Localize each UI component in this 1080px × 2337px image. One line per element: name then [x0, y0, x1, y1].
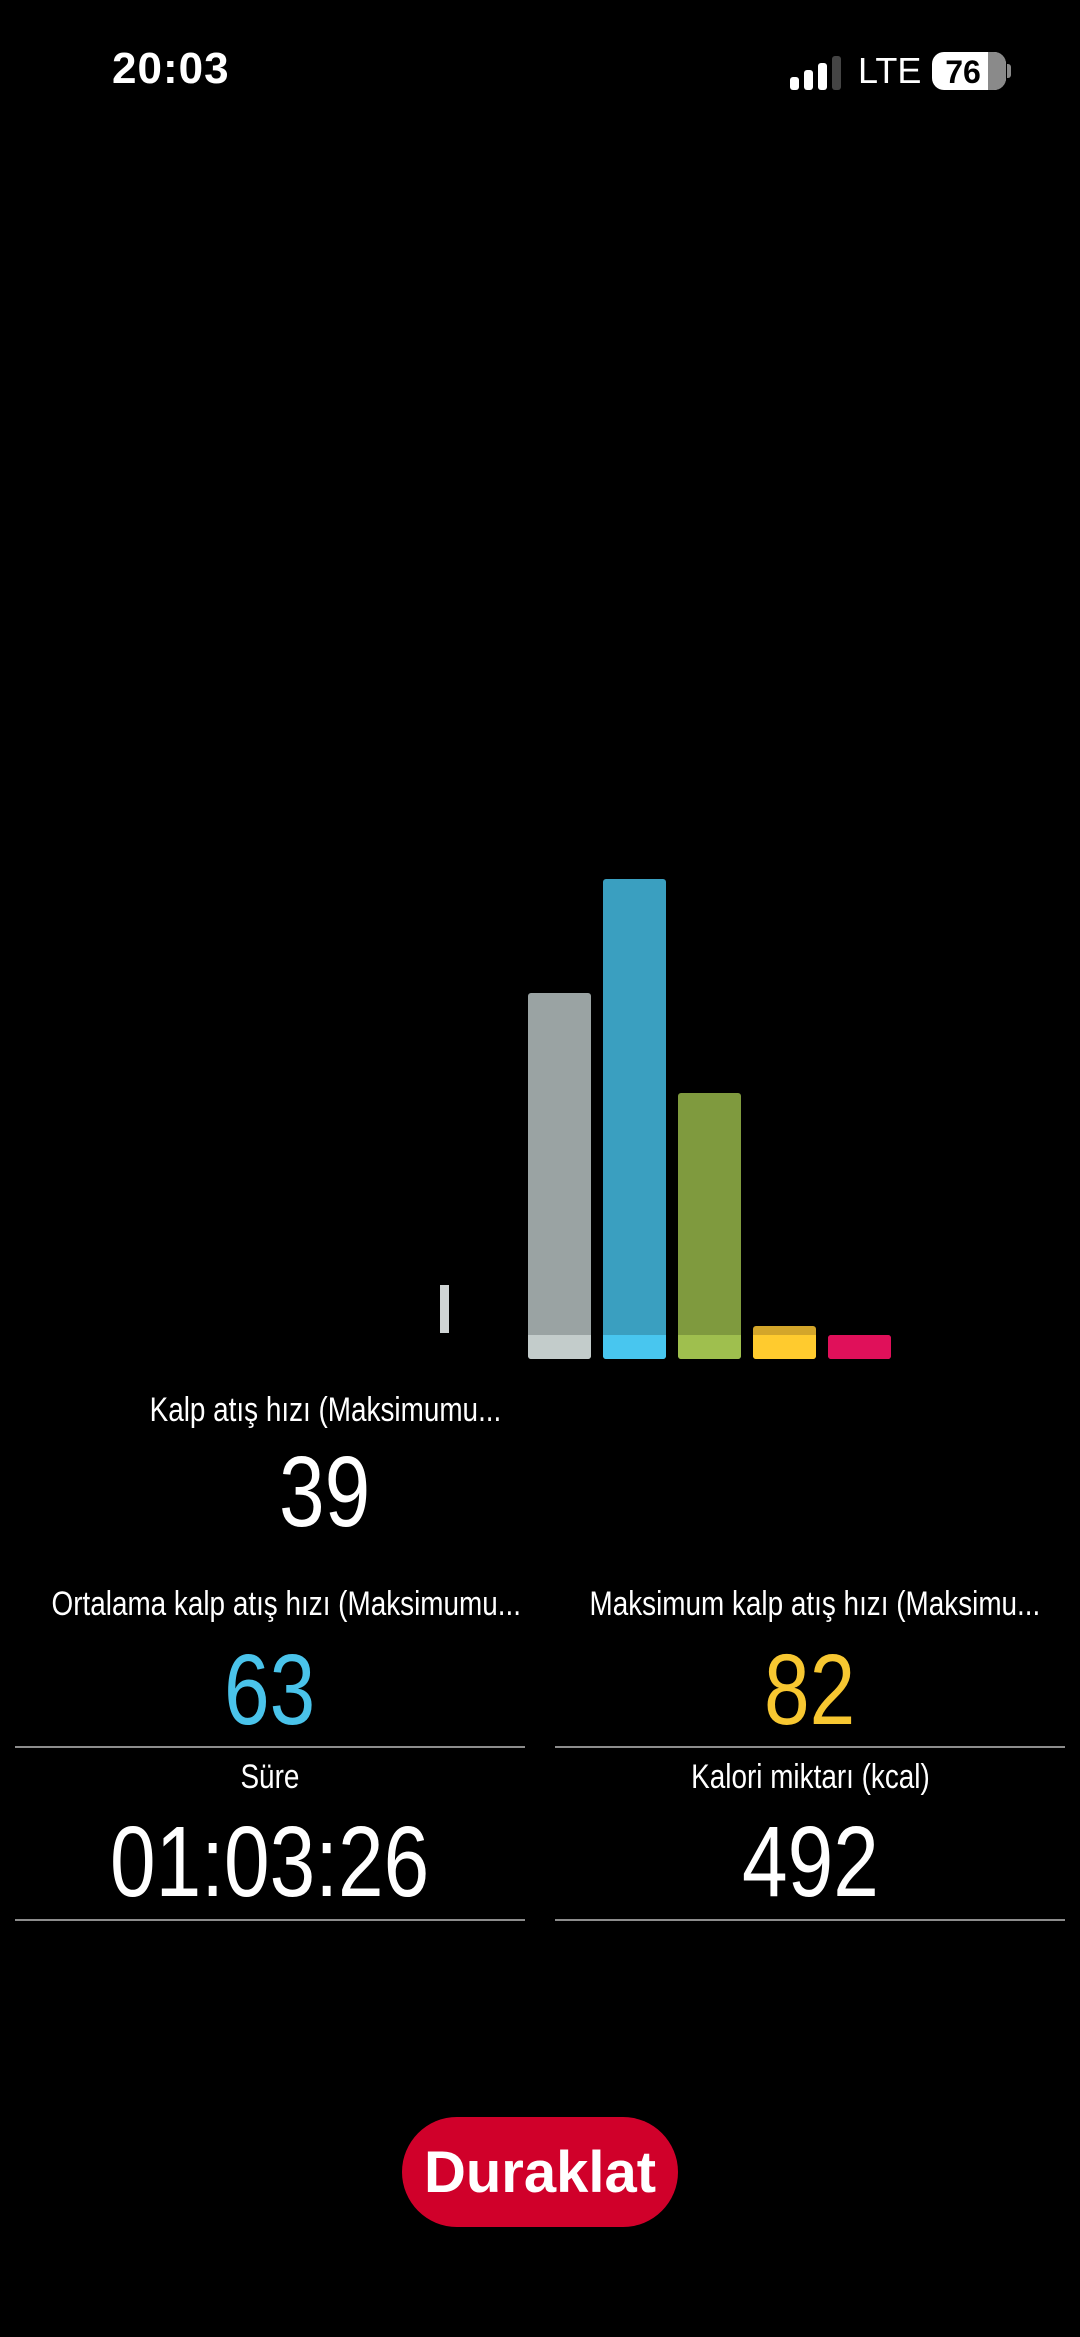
current-hr-label: Kalp atış hızı (Maksimumu... — [149, 1391, 501, 1429]
signal-icon — [790, 56, 842, 90]
zone-bar-base — [528, 1335, 591, 1359]
zone-bar-base — [678, 1334, 741, 1359]
battery-level: 76 — [945, 54, 981, 90]
max-hr-value: 82 — [764, 1634, 856, 1746]
zone-bar-4 — [753, 1325, 816, 1359]
duration-label: Süre — [240, 1758, 300, 1796]
calories-label: Kalori miktarı (kcal) — [690, 1758, 930, 1796]
divider — [555, 1919, 1065, 1921]
divider — [15, 1746, 525, 1748]
zone-bar-base — [828, 1335, 891, 1359]
zone-bar-base — [753, 1334, 816, 1359]
current-hr-marker — [440, 1285, 449, 1333]
zone-bar-1 — [528, 993, 591, 1359]
zone-bar-base — [603, 1335, 666, 1359]
hr-zone-chart — [528, 879, 891, 1359]
avg-hr-value: 63 — [224, 1634, 316, 1746]
pause-button[interactable]: Duraklat — [402, 2117, 678, 2227]
battery-icon: 76 — [932, 52, 1006, 90]
network-type: LTE — [858, 50, 922, 91]
zone-bar-2 — [603, 879, 666, 1359]
zone-bar-5 — [828, 1335, 891, 1359]
current-hr-value: 39 — [279, 1436, 371, 1548]
status-time: 20:03 — [112, 44, 230, 93]
divider — [15, 1919, 525, 1921]
avg-hr-label: Ortalama kalp atış hızı (Maksimumu... — [51, 1585, 521, 1623]
divider — [555, 1746, 1065, 1748]
calories-value: 492 — [741, 1806, 879, 1918]
duration-value: 01:03:26 — [110, 1806, 430, 1918]
max-hr-label: Maksimum kalp atış hızı (Maksimu... — [589, 1585, 1041, 1623]
battery-cap — [1007, 64, 1011, 78]
zone-bar-3 — [678, 1093, 741, 1359]
